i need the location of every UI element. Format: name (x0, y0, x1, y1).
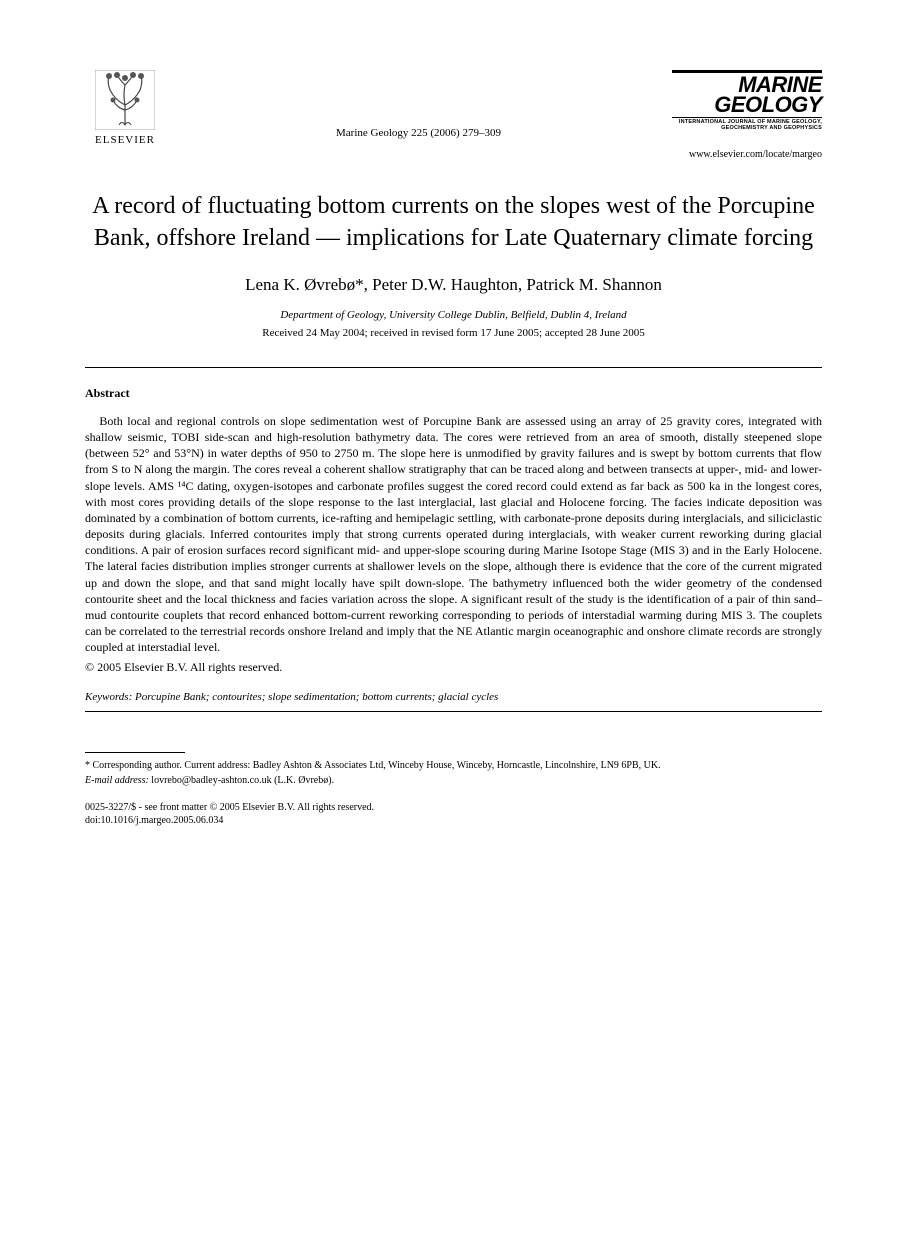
journal-title-box: MARINE GEOLOGY INTERNATIONAL JOURNAL OF … (672, 70, 822, 131)
keywords-line: Keywords: Porcupine Bank; contourites; s… (85, 691, 822, 703)
abstract-heading: Abstract (85, 386, 822, 401)
elsevier-tree-icon (95, 70, 155, 130)
abstract-body: Both local and regional controls on slop… (85, 413, 822, 656)
journal-name-line2: GEOLOGY (672, 95, 822, 115)
issn-line1: 0025-3227/$ - see front matter © 2005 El… (85, 801, 822, 814)
journal-logo-block: MARINE GEOLOGY INTERNATIONAL JOURNAL OF … (672, 70, 822, 160)
publisher-name: ELSEVIER (95, 134, 155, 146)
journal-subtitle: INTERNATIONAL JOURNAL OF MARINE GEOLOGY,… (672, 117, 822, 131)
footnote-rule (85, 752, 185, 753)
abstract-copyright: © 2005 Elsevier B.V. All rights reserved… (85, 659, 822, 675)
citation-line: Marine Geology 225 (2006) 279–309 (336, 127, 501, 139)
email-label: E-mail address: (85, 775, 149, 786)
keywords-label: Keywords: (85, 691, 132, 703)
affiliation: Department of Geology, University Colleg… (85, 309, 822, 321)
divider-bottom (85, 711, 822, 712)
article-title: A record of fluctuating bottom currents … (85, 190, 822, 255)
corresponding-author-footnote: * Corresponding author. Current address:… (85, 759, 822, 772)
doi-line: doi:10.1016/j.margeo.2005.06.034 (85, 814, 822, 827)
publisher-logo: ELSEVIER (85, 70, 165, 160)
email-footnote: E-mail address: lovrebo@badley-ashton.co… (85, 774, 822, 787)
article-dates: Received 24 May 2004; received in revise… (85, 327, 822, 339)
email-value: lovrebo@badley-ashton.co.uk (L.K. Øvrebø… (149, 775, 334, 786)
article-header: ELSEVIER Marine Geology 225 (2006) 279–3… (85, 70, 822, 160)
issn-block: 0025-3227/$ - see front matter © 2005 El… (85, 801, 822, 827)
author-list: Lena K. Øvrebø*, Peter D.W. Haughton, Pa… (85, 275, 822, 295)
keywords-text: Porcupine Bank; contourites; slope sedim… (132, 691, 498, 703)
divider-top (85, 367, 822, 368)
journal-url: www.elsevier.com/locate/margeo (672, 149, 822, 160)
